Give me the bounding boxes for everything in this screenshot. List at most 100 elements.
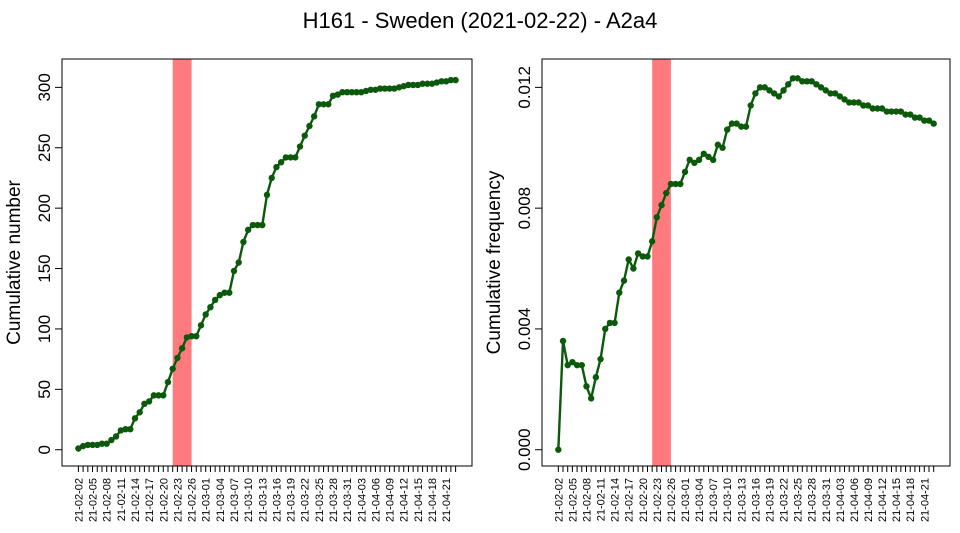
data-point (249, 221, 257, 229)
data-point (606, 319, 614, 327)
data-point (160, 392, 167, 399)
x-tick-label: 21-03-22 (779, 478, 791, 522)
x-tick-label: 21-02-02 (553, 478, 565, 522)
x-tick-label: 21-03-31 (821, 478, 833, 522)
data-point (320, 101, 327, 108)
data-point (353, 88, 360, 96)
x-tick-label: 21-03-01 (201, 478, 213, 522)
data-point (376, 85, 384, 92)
x-tick-label: 21-02-23 (652, 478, 664, 522)
x-tick-label: 21-03-07 (229, 478, 241, 522)
data-point (785, 81, 792, 88)
x-tick-label: 21-02-02 (73, 478, 85, 522)
data-point (263, 191, 271, 199)
data-point (178, 345, 186, 352)
x-tick-label: 21-02-05 (567, 478, 579, 522)
data-point (273, 163, 280, 171)
data-point (695, 156, 703, 164)
data-point (714, 141, 722, 148)
data-point (616, 289, 623, 296)
data-point (216, 291, 224, 299)
data-point (747, 102, 754, 109)
data-point (681, 168, 689, 176)
data-point (188, 332, 195, 340)
x-tick-label: 21-04-09 (385, 478, 397, 522)
data-point (405, 81, 412, 89)
x-tick-label: 21-03-10 (243, 478, 255, 522)
data-point (221, 289, 228, 296)
data-point (648, 238, 656, 245)
data-point (836, 93, 844, 100)
data-point (145, 398, 153, 405)
x-tick-label: 21-04-18 (427, 478, 439, 522)
data-point (846, 99, 853, 106)
data-point (240, 238, 247, 246)
x-tick-label: 21-02-05 (88, 478, 100, 522)
data-point (625, 256, 632, 263)
data-point (268, 174, 275, 182)
x-tick-label: 21-02-14 (130, 478, 142, 522)
data-point (155, 392, 162, 399)
data-point (386, 85, 393, 92)
x-tick-label: 21-03-04 (694, 478, 706, 522)
x-tick-label: 21-02-08 (102, 478, 114, 522)
data-point (287, 154, 294, 161)
x-tick-label: 21-04-12 (399, 478, 411, 522)
data-point (780, 87, 787, 94)
x-tick-label: 21-02-11 (596, 478, 608, 521)
data-point (348, 88, 356, 96)
x-tick-label: 21-04-15 (413, 478, 425, 522)
x-tick-label: 21-02-20 (158, 478, 170, 522)
data-point (724, 126, 731, 133)
data-point (916, 114, 923, 121)
data-point (325, 101, 332, 108)
y-axis-label: Cumulative number (4, 179, 25, 344)
data-point (447, 76, 455, 84)
data-point (103, 440, 110, 447)
data-point (296, 143, 304, 150)
data-point (254, 221, 261, 229)
data-point (742, 123, 750, 130)
x-tick-label: 21-03-07 (708, 478, 720, 522)
data-point (597, 355, 604, 363)
data-point (644, 253, 651, 260)
data-point (728, 120, 736, 127)
data-point (367, 86, 374, 93)
data-point (658, 201, 665, 209)
data-point (883, 108, 890, 115)
x-tick-label: 21-03-13 (257, 478, 269, 522)
data-point (259, 221, 266, 229)
data-point (864, 102, 872, 109)
data-point (897, 108, 905, 115)
data-point (334, 91, 341, 98)
y-tick-label: 0.000 (515, 428, 534, 471)
data-point (813, 81, 820, 88)
data-point (761, 84, 768, 91)
data-point (164, 378, 172, 386)
data-point (587, 395, 595, 402)
data-point (733, 120, 740, 127)
x-tick-label: 21-03-13 (736, 478, 748, 522)
data-point (874, 105, 881, 112)
x-tick-label: 21-04-18 (905, 478, 917, 522)
data-point (925, 117, 933, 124)
data-point (150, 392, 158, 399)
data-point (193, 332, 200, 340)
data-point (98, 440, 106, 447)
x-tick-label: 21-04-09 (863, 478, 875, 522)
data-point (860, 102, 867, 109)
data-point (691, 159, 698, 167)
data-point (409, 81, 417, 89)
y-tick-label: 150 (35, 254, 54, 282)
data-point (230, 267, 238, 275)
y-tick-label: 200 (35, 194, 54, 222)
y-tick-label: 100 (35, 315, 54, 343)
x-tick-label: 21-04-06 (370, 478, 382, 522)
data-point (667, 180, 675, 188)
data-point (653, 214, 661, 221)
data-point (424, 80, 431, 87)
data-point (559, 337, 567, 345)
x-tick-label: 21-02-11 (116, 478, 128, 521)
data-point (292, 154, 299, 161)
data-point (822, 87, 829, 94)
